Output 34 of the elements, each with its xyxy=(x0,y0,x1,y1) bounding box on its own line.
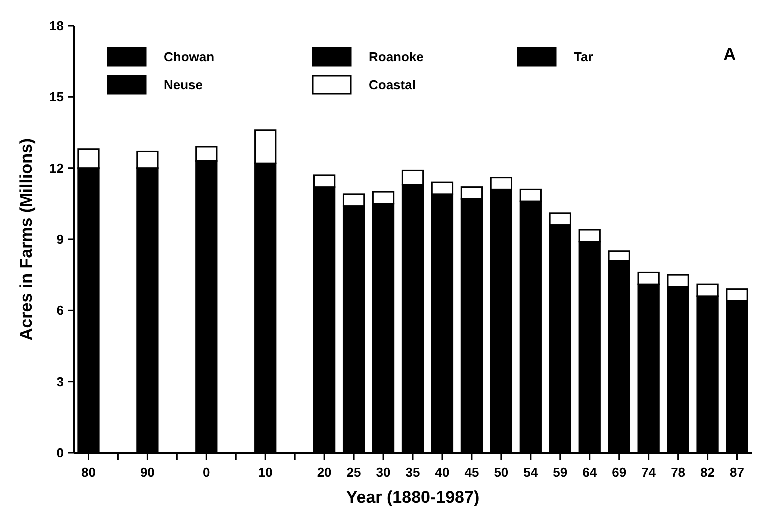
annotation: A xyxy=(724,45,736,64)
x-tick-label: 10 xyxy=(258,465,273,480)
y-tick-label: 9 xyxy=(56,232,64,248)
y-tick-label: 12 xyxy=(50,160,64,176)
y-tick-label: 6 xyxy=(56,303,64,318)
legend-label: Neuse xyxy=(164,78,204,93)
x-tick-label: 74 xyxy=(642,465,657,480)
x-tick-label: 80 xyxy=(82,465,96,480)
x-tick-label: 82 xyxy=(700,465,716,480)
legend-label: Coastal xyxy=(369,78,416,93)
x-tick-label: 50 xyxy=(494,465,509,480)
legend-label: Tar xyxy=(574,50,594,65)
x-tick-label: 45 xyxy=(464,465,480,480)
x-tick-label: 30 xyxy=(376,465,391,480)
x-tick-label: 87 xyxy=(730,465,744,480)
y-axis-title: Acres in Farms (Millions) xyxy=(17,138,36,341)
x-tick-label: 64 xyxy=(582,465,598,480)
x-tick-label: 25 xyxy=(346,465,362,480)
x-tick-label: 54 xyxy=(524,465,539,480)
x-tick-label: 40 xyxy=(435,465,450,480)
y-tick-label: 0 xyxy=(56,446,64,461)
x-axis-title: Year (1880-1987) xyxy=(346,488,480,507)
y-tick-label: 18 xyxy=(50,18,64,34)
legend-label: Chowan xyxy=(164,50,215,65)
x-tick-label: 59 xyxy=(553,465,568,480)
legend-label: Roanoke xyxy=(369,50,424,65)
x-tick-label: 78 xyxy=(671,465,686,480)
x-tick-label: 35 xyxy=(406,465,420,480)
y-tick-label: 15 xyxy=(50,90,64,105)
x-tick-label: 90 xyxy=(140,465,155,480)
x-tick-label: 69 xyxy=(612,465,627,480)
x-tick-label: 20 xyxy=(317,465,332,480)
y-tick-label: 3 xyxy=(56,374,64,390)
x-tick-label: 0 xyxy=(203,465,210,480)
